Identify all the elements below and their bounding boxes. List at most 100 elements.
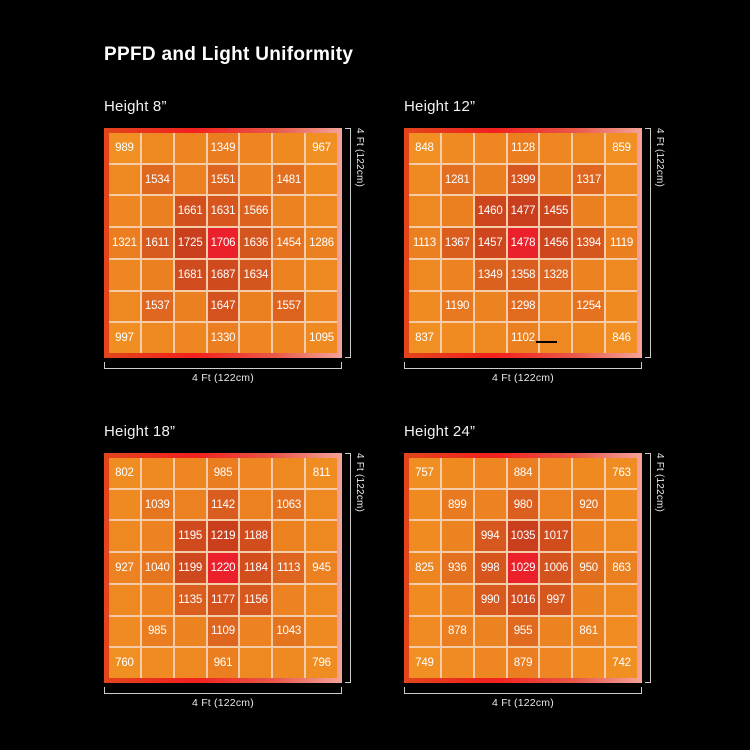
height-dimension-bracket	[645, 453, 651, 683]
width-dimension-label: 4 Ft (122cm)	[492, 697, 554, 709]
ppfd-cell: 1254	[573, 291, 605, 322]
ppfd-cell	[240, 323, 272, 353]
ppfd-cell: 950	[573, 553, 605, 583]
ppfd-cell: 997	[540, 584, 572, 615]
ppfd-cell: 997	[109, 323, 140, 353]
ppfd-cell	[141, 584, 173, 615]
ppfd-cell	[540, 133, 572, 163]
ppfd-cell	[109, 164, 140, 195]
ppfd-cell: 961	[207, 648, 239, 678]
ppfd-cell: 1636	[240, 228, 272, 258]
ppfd-cell: 1534	[141, 164, 173, 195]
ppfd-cell	[606, 196, 637, 227]
panel-height-18: Height 18” 802 985 811 1039 1142 1063 1195 1219…	[104, 423, 365, 709]
ppfd-cell	[240, 648, 272, 678]
ppfd-cell: 863	[606, 553, 637, 583]
ppfd-cell	[273, 648, 305, 678]
ppfd-cell	[441, 133, 473, 163]
ppfd-cell	[606, 259, 637, 290]
ppfd-cell: 1095	[306, 323, 337, 353]
ppfd-cell: 1551	[207, 164, 239, 195]
ppfd-cell: 796	[306, 648, 337, 678]
ppfd-cell	[273, 259, 305, 290]
ppfd-cell	[409, 489, 440, 520]
ppfd-cell: 1687	[207, 259, 239, 290]
ppfd-cell	[540, 164, 572, 195]
ppfd-cell	[540, 616, 572, 647]
ppfd-cell: 1128	[507, 133, 539, 163]
ppfd-cell	[306, 489, 337, 520]
ppfd-cell: 1177	[207, 584, 239, 615]
ppfd-cell	[109, 259, 140, 290]
ppfd-cell: 1631	[207, 196, 239, 227]
ppfd-cell	[273, 133, 305, 163]
ppfd-cell: 1043	[273, 616, 305, 647]
ppfd-cell	[573, 259, 605, 290]
grid-frame: 802 985 811 1039 1142 1063 1195 1219 1188 927 1040…	[104, 453, 342, 683]
ppfd-cell: 1317	[573, 164, 605, 195]
ppfd-cell: 945	[306, 553, 337, 583]
ppfd-cell	[540, 291, 572, 322]
ppfd-cell	[174, 164, 206, 195]
ppfd-grid: 989 1349 967 1534 1551 1481 1661 1631 1566 1321 16…	[109, 133, 337, 353]
ppfd-cell	[240, 458, 272, 488]
ppfd-cell	[441, 584, 473, 615]
height-dimension-label: 4 Ft (122cm)	[354, 128, 365, 188]
ppfd-cell	[474, 323, 506, 353]
ppfd-cell: 811	[306, 458, 337, 488]
ppfd-cell	[240, 489, 272, 520]
height-dimension-bracket	[345, 128, 351, 358]
ppfd-cell: 1681	[174, 259, 206, 290]
ppfd-cell: 989	[109, 133, 140, 163]
ppfd-cell: 763	[606, 458, 637, 488]
ppfd-cell: 990	[474, 584, 506, 615]
ppfd-cell	[273, 521, 305, 552]
ppfd-cell	[606, 291, 637, 322]
ppfd-cell: 1016	[507, 584, 539, 615]
ppfd-cell: 1184	[240, 553, 272, 583]
ppfd-cell: 1349	[207, 133, 239, 163]
ppfd-cell	[441, 458, 473, 488]
width-dimension-bracket	[404, 687, 642, 694]
ppfd-cell: 980	[507, 489, 539, 520]
ppfd-cell	[606, 616, 637, 647]
height-dimension-bracket	[645, 128, 651, 358]
width-dimension-bracket	[104, 362, 342, 369]
ppfd-cell: 1328	[540, 259, 572, 290]
ppfd-cell: 1113	[409, 228, 440, 258]
ppfd-cell: 1394	[573, 228, 605, 258]
ppfd-cell	[109, 584, 140, 615]
ppfd-cell: 920	[573, 489, 605, 520]
height-dimension-label: 4 Ft (122cm)	[654, 453, 665, 513]
ppfd-cell	[474, 489, 506, 520]
ppfd-cell: 1006	[540, 553, 572, 583]
ppfd-cell: 1188	[240, 521, 272, 552]
ppfd-cell	[109, 521, 140, 552]
ppfd-cell: 1349	[474, 259, 506, 290]
ppfd-cell	[474, 164, 506, 195]
ppfd-cell	[474, 648, 506, 678]
ppfd-cell	[573, 133, 605, 163]
ppfd-cell: 998	[474, 553, 506, 583]
ppfd-cell	[540, 458, 572, 488]
ppfd-cell: 1661	[174, 196, 206, 227]
ppfd-cell	[273, 584, 305, 615]
ppfd-cell: 967	[306, 133, 337, 163]
ppfd-cell	[174, 616, 206, 647]
ppfd-cell: 1035	[507, 521, 539, 552]
ppfd-cell: 1113	[273, 553, 305, 583]
ppfd-cell	[474, 133, 506, 163]
ppfd-cell: 757	[409, 458, 440, 488]
ppfd-cell	[474, 458, 506, 488]
ppfd-cell	[141, 133, 173, 163]
ppfd-cell: 1017	[540, 521, 572, 552]
ppfd-cell	[240, 164, 272, 195]
ppfd-cell	[306, 521, 337, 552]
width-dimension-label: 4 Ft (122cm)	[192, 372, 254, 384]
width-dimension-label: 4 Ft (122cm)	[192, 697, 254, 709]
ppfd-cell	[141, 521, 173, 552]
ppfd-cell: 1367	[441, 228, 473, 258]
ppfd-cell	[273, 323, 305, 353]
ppfd-cell	[109, 489, 140, 520]
ppfd-cell: 1399	[507, 164, 539, 195]
